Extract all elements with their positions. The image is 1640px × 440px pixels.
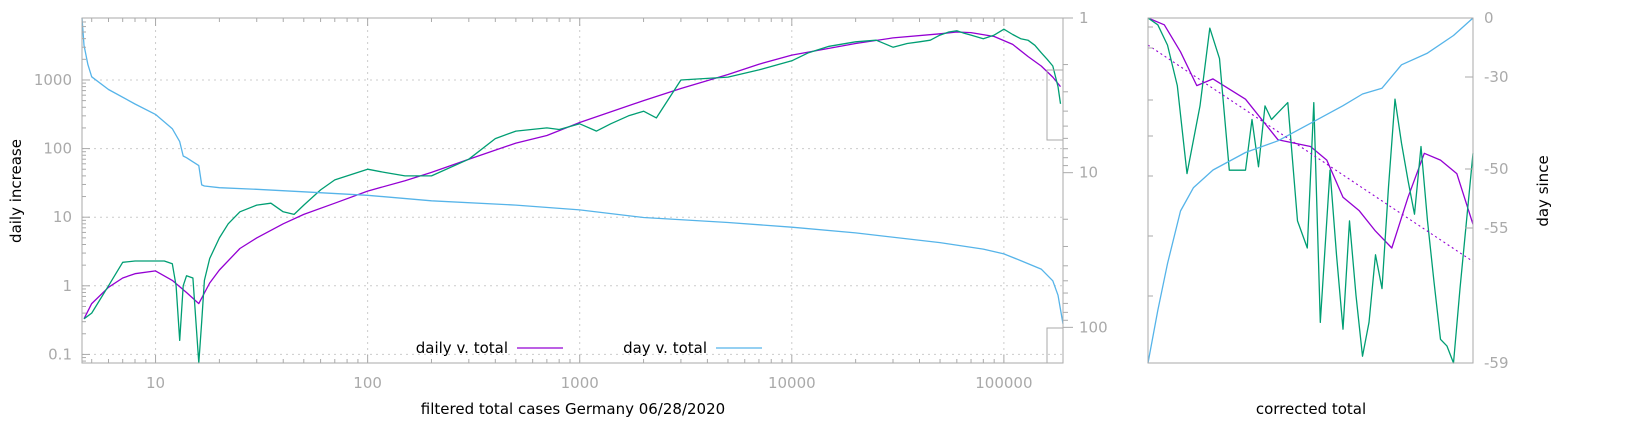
side-series-line-1 <box>1147 17 1474 364</box>
side-y-tick-label: -30 <box>1484 68 1509 86</box>
series-line-0 <box>83 31 1062 320</box>
y-tick-label: 0.1 <box>48 345 72 363</box>
y-axis-label: daily increase <box>7 139 25 243</box>
side-series-line-2 <box>1147 17 1474 364</box>
legend-label-day: day v. total <box>623 339 707 357</box>
side-y-axis-label: day since <box>1534 155 1552 226</box>
x-tick-label: 1000 <box>561 374 599 392</box>
y-tick-label: 100 <box>43 140 72 158</box>
y-tick-label: 10 <box>53 208 72 226</box>
side-y-tick-label: 0 <box>1484 9 1494 27</box>
x-tick-label: 10 <box>146 374 165 392</box>
y-tick-label: 1 <box>62 277 72 295</box>
side-plot-frame <box>1147 17 1474 364</box>
y2-tick-label: 10 <box>1079 164 1098 182</box>
side-x-axis-label: corrected total <box>1256 400 1366 418</box>
zoom-box-lower <box>1046 327 1064 364</box>
y2-tick-label: 100 <box>1079 318 1108 336</box>
series-line-2 <box>81 17 1064 325</box>
x-tick-label: 100 <box>353 374 382 392</box>
side-y-tick-label: -50 <box>1484 160 1509 178</box>
series-layer <box>81 17 1474 364</box>
zoom-box-upper <box>1046 69 1064 141</box>
x-tick-label: 100000 <box>975 374 1032 392</box>
side-series-line-0 <box>1147 17 1474 249</box>
label-layer: 10 100 1000 10000 100000 0.1 1 10 100 1000 1 10 100 d… <box>7 9 1552 418</box>
frame-layer <box>81 17 1474 364</box>
side-y-tick-label: -55 <box>1484 219 1509 237</box>
grid-layer <box>82 18 1063 363</box>
series-line-1 <box>83 28 1062 364</box>
y2-tick-label: 1 <box>1079 9 1089 27</box>
x-tick-label: 10000 <box>768 374 816 392</box>
side-y-tick-label: -59 <box>1484 354 1509 372</box>
side-series-line-3 <box>1147 44 1474 262</box>
plot-frame <box>81 17 1064 364</box>
y-tick-label: 1000 <box>34 71 72 89</box>
x-axis-label: filtered total cases Germany 06/28/2020 <box>421 400 725 418</box>
legend-label-daily: daily v. total <box>416 339 508 357</box>
